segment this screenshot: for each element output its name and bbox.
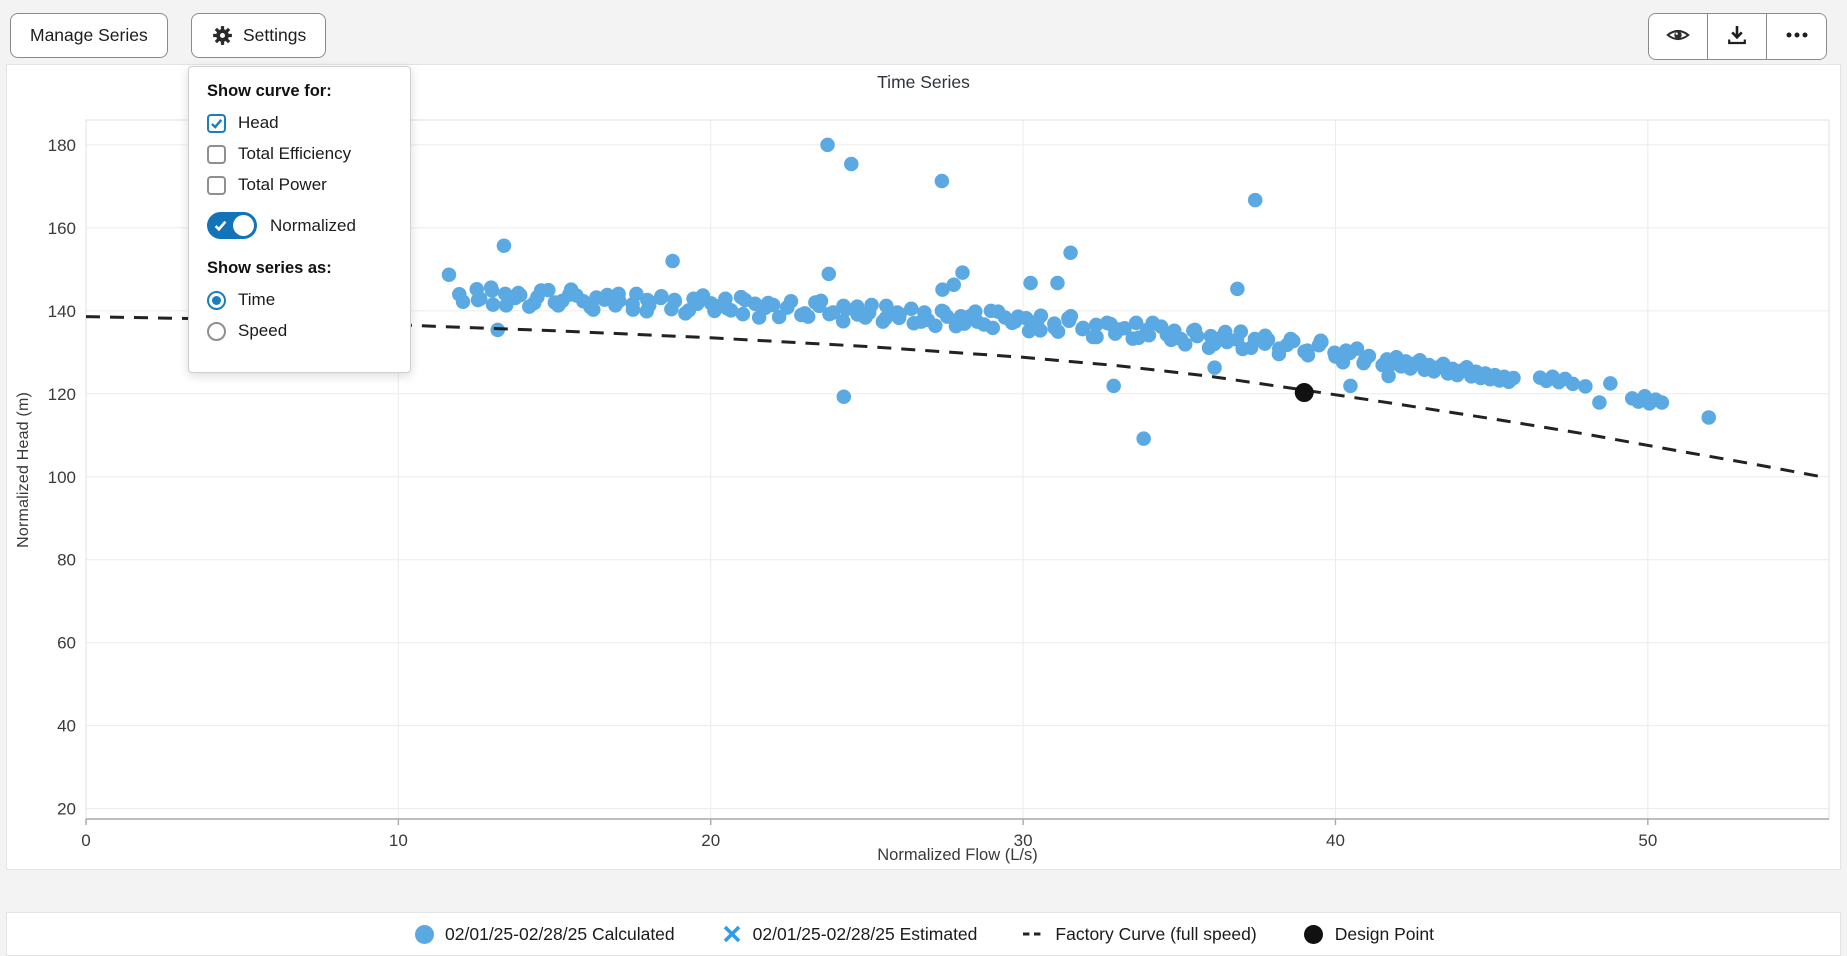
y-tick-label: 180	[48, 136, 76, 155]
series-option-time[interactable]: Time	[207, 290, 392, 310]
y-tick-label: 160	[48, 219, 76, 238]
curve-option-head[interactable]: Head	[207, 113, 392, 133]
curve-option-total-power[interactable]: Total Power	[207, 175, 392, 195]
x-tick-label: 40	[1326, 831, 1345, 850]
curve-option-label: Total Power	[238, 175, 327, 194]
y-tick-label: 20	[57, 800, 76, 819]
y-tick-label: 80	[57, 551, 76, 570]
series-heading: Show series as:	[207, 259, 332, 277]
y-tick-label: 60	[57, 634, 76, 653]
preview-button[interactable]	[1649, 14, 1708, 59]
x-tick-label: 50	[1638, 831, 1657, 850]
series-option-label: Speed	[238, 321, 288, 340]
manage-series-button[interactable]: Manage Series	[10, 13, 168, 58]
legend-item-02-01-25-02-28-25-estimated[interactable]: 02/01/25-02/28/25 Estimated	[721, 923, 978, 945]
x-tick-label: 0	[81, 831, 90, 850]
chart-title: Time Series	[877, 72, 970, 92]
curve-heading: Show curve for:	[207, 82, 332, 100]
checkbox-total-power[interactable]	[207, 175, 226, 195]
radio-speed[interactable]	[207, 321, 226, 341]
download-icon	[1725, 23, 1749, 50]
y-tick-label: 100	[48, 468, 76, 487]
normalized-toggle[interactable]	[207, 212, 257, 239]
legend-label: Design Point	[1334, 923, 1434, 944]
legend-item-factory-curve-full-speed[interactable]: Factory Curve (full speed)	[1023, 923, 1257, 945]
chart-legend: 02/01/25-02/28/25 Calculated 02/01/25-02/…	[6, 912, 1841, 956]
series-option-label: Time	[238, 290, 276, 309]
download-button[interactable]	[1708, 14, 1767, 59]
x-tick-label: 30	[1014, 831, 1033, 850]
legend-label: Factory Curve (full speed)	[1055, 923, 1257, 944]
legend-label: 02/01/25-02/28/25 Calculated	[445, 923, 675, 944]
toggle-knob	[233, 215, 254, 236]
more-options-button[interactable]	[1767, 14, 1826, 59]
manage-series-label: Manage Series	[30, 25, 148, 45]
normalized-toggle-row[interactable]: Normalized	[207, 212, 392, 239]
x-tick-label: 10	[389, 831, 408, 850]
curve-option-label: Head	[238, 113, 279, 132]
settings-label: Settings	[243, 25, 307, 45]
ellipsis-icon	[1784, 22, 1810, 51]
checkbox-total-efficiency[interactable]	[207, 144, 226, 164]
settings-popup: Show curve for: Head Total Efficiency Tota…	[188, 66, 411, 373]
gear-icon	[211, 24, 234, 47]
checkbox-head[interactable]	[207, 113, 226, 133]
eye-icon	[1665, 22, 1691, 51]
curve-option-label: Total Efficiency	[238, 144, 352, 163]
settings-button[interactable]: Settings	[191, 13, 327, 58]
y-tick-label: 120	[48, 385, 76, 404]
x-tick-label: 20	[701, 831, 720, 850]
legend-label: 02/01/25-02/28/25 Estimated	[752, 923, 978, 944]
chart-actions-group	[1648, 13, 1827, 60]
series-options-list: Time Speed	[207, 290, 392, 341]
legend-item-design-point[interactable]: Design Point	[1303, 923, 1434, 945]
x-axis-title: Normalized Flow (L/s)	[877, 846, 1038, 864]
y-tick-label: 140	[48, 302, 76, 321]
series-option-speed[interactable]: Speed	[207, 321, 392, 341]
circle-marker-icon	[413, 923, 435, 945]
curve-option-total-efficiency[interactable]: Total Efficiency	[207, 144, 392, 164]
legend-item-02-01-25-02-28-25-calculated[interactable]: 02/01/25-02/28/25 Calculated	[413, 923, 675, 945]
y-tick-label: 40	[57, 717, 76, 736]
x-marker-icon	[721, 923, 743, 945]
check-icon	[214, 220, 227, 232]
normalized-label: Normalized	[270, 215, 356, 235]
dash-marker-icon	[1023, 923, 1046, 945]
curve-options-list: Head Total Efficiency Total Power	[207, 113, 392, 195]
radio-time[interactable]	[207, 290, 226, 310]
circle-marker-icon	[1303, 923, 1325, 945]
